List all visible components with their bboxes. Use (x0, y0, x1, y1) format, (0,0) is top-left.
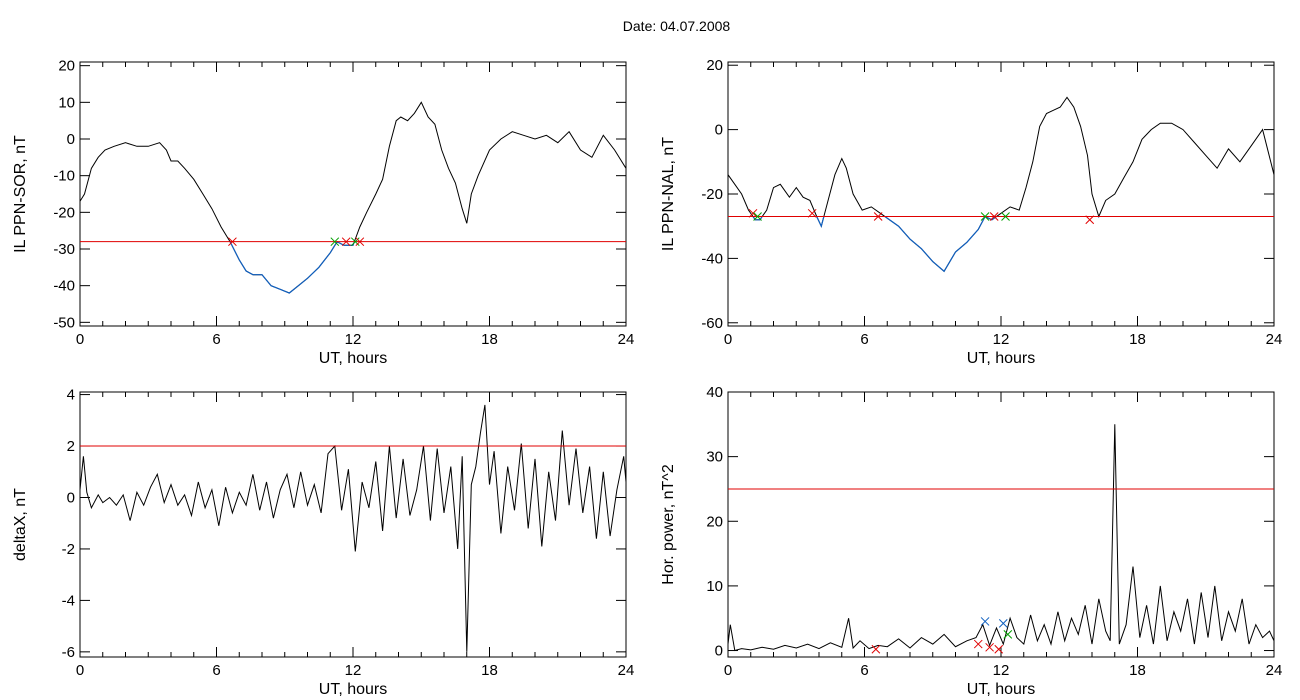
panel-hor-power: 0 6 12 18 24 40 30 20 10 0 UT, hours Hor. power, nT… (660, 384, 1282, 698)
marker-red (873, 212, 883, 221)
x-tick-label: 24 (1266, 331, 1283, 348)
y-tick-label: 20 (706, 57, 723, 74)
x-tick-label: 12 (993, 662, 1010, 679)
y-tick-label: 20 (706, 513, 723, 530)
x-tick-label: 24 (1266, 662, 1283, 679)
marker-green (1001, 212, 1010, 221)
y-tick-label: 2 (67, 438, 75, 455)
marker-green (350, 237, 360, 247)
plot-frame (727, 391, 1275, 658)
x-tick-label: 18 (481, 662, 498, 679)
marker-red (341, 237, 351, 247)
x-tick-label: 6 (212, 331, 220, 348)
x-tick-label: 24 (618, 331, 635, 348)
marker-red (973, 639, 983, 649)
marker-green (1003, 630, 1013, 639)
y-tick-label: 0 (67, 131, 75, 148)
x-tick-label: 18 (1129, 662, 1146, 679)
y-tick-label: 40 (706, 384, 723, 401)
marker-green (753, 212, 762, 221)
x-tick-label: 6 (212, 662, 220, 679)
y-tick-label: -4 (62, 592, 75, 609)
marker-blue (998, 619, 1008, 628)
panel-ppn-nal: 0 6 12 18 24 20 0 -20 -40 -60 UT, hours IL PPN-NAL,… (660, 57, 1282, 367)
x-tick-label: 6 (860, 331, 868, 348)
marker-red (985, 642, 994, 652)
y-tick-label: -40 (701, 250, 723, 267)
x-tick-label: 6 (860, 662, 868, 679)
y-tick-label: 20 (58, 58, 75, 75)
figure-title: Date: 04.07.2008 (622, 18, 731, 34)
x-axis-label: UT, hours (967, 681, 1035, 698)
x-tick-label: 0 (724, 331, 732, 348)
marker-red (228, 237, 237, 247)
series-line (80, 404, 626, 652)
series-line (80, 101, 626, 294)
x-tick-label: 0 (76, 662, 84, 679)
y-tick-label: 10 (706, 578, 723, 595)
y-tick-label: 0 (715, 643, 723, 660)
y-tick-label: -50 (53, 314, 75, 331)
marker-red (748, 208, 758, 218)
series-line (728, 424, 1274, 652)
y-axis-label: Hor. power, nT^2 (660, 464, 677, 585)
x-axis-label: UT, hours (319, 681, 387, 698)
y-tick-label: -20 (53, 204, 75, 221)
y-tick-label: -10 (53, 168, 75, 185)
y-tick-label: 30 (706, 449, 723, 466)
x-tick-label: 18 (481, 331, 498, 348)
x-axis-label: UT, hours (967, 350, 1035, 367)
y-tick-label: 4 (67, 387, 75, 404)
panel-ppn-sor: 0 6 12 18 24 20 10 0 -10 -20 -30 -40 -50 UT, hours IL … (12, 58, 634, 367)
plot-frame (79, 61, 627, 327)
y-axis-label: IL PPN-NAL, nT (660, 137, 677, 251)
series-line-below-threshold (229, 241, 355, 294)
marker-green (330, 237, 340, 247)
x-axis-label: UT, hours (319, 350, 387, 367)
panel-deltax: 0 6 12 18 24 4 2 0 -2 -4 -6 UT, hours deltaX, nT (12, 387, 634, 698)
plot-frame (727, 61, 1275, 327)
series-line (728, 96, 1274, 273)
y-tick-label: 0 (67, 489, 75, 506)
x-tick-label: 12 (345, 662, 362, 679)
marker-red (807, 208, 817, 218)
y-tick-label: -2 (62, 541, 75, 558)
x-tick-label: 24 (618, 662, 635, 679)
y-tick-label: -20 (701, 186, 723, 203)
marker-red (994, 644, 1004, 654)
y-tick-label: -40 (53, 278, 75, 295)
x-tick-label: 12 (993, 331, 1010, 348)
y-tick-label: -6 (62, 644, 75, 661)
y-tick-label: -30 (53, 241, 75, 258)
marker-red (355, 237, 365, 247)
marker-blue (980, 617, 990, 626)
series-line-below-threshold (752, 216, 1100, 273)
marker-red (1085, 215, 1095, 225)
y-axis-label: deltaX, nT (12, 488, 29, 561)
marker-red (989, 212, 999, 221)
y-tick-label: -60 (701, 315, 723, 332)
x-tick-label: 0 (76, 331, 84, 348)
marker-green (980, 212, 990, 221)
marker-red (871, 644, 881, 654)
x-tick-label: 0 (724, 662, 732, 679)
y-tick-label: 10 (58, 94, 75, 111)
x-tick-label: 12 (345, 331, 362, 348)
y-axis-label: IL PPN-SOR, nT (12, 135, 29, 253)
y-tick-label: 0 (715, 122, 723, 139)
x-tick-label: 18 (1129, 331, 1146, 348)
